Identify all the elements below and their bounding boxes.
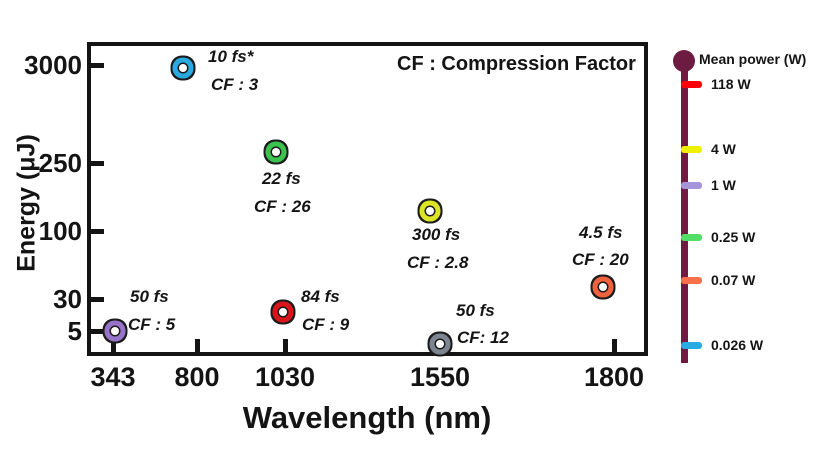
compression-factor-label-point-1030nm-b: CF : 9 [302,315,350,334]
pulse-duration-label-point-1550nm: 50 fs [456,301,495,320]
pulse-duration-label-point-1030nm-a: 22 fs [262,169,301,188]
y-tick-label: 3000 [24,50,82,80]
legend-label-4: 4 W [711,141,736,157]
legend-title: Mean power (W) [699,51,807,67]
x-axis-tick [612,339,617,352]
compression-factor-label-point-1550nm: CF: 12 [457,328,509,347]
data-point-marker-point-800nm [179,64,187,72]
y-axis-tick [91,229,104,234]
x-tick-label: 1030 [254,362,316,392]
x-tick-label: 800 [174,362,220,392]
legend-ball-icon [673,50,695,72]
data-point-marker-point-1030nm-a [272,148,280,156]
y-axis-tick [91,63,104,68]
compression-factor-label-point-343nm: CF : 5 [128,315,176,334]
legend-axis-line [681,61,688,363]
data-point-marker-point-1500nm [426,207,434,215]
legend-label-0.026: 0.026 W [711,337,764,353]
y-tick-label: 100 [38,216,82,246]
pulse-duration-label-point-1500nm: 300 fs [412,225,461,244]
y-axis-title: Energy (μJ) [12,134,41,272]
pulse-duration-label-point-1030nm-b: 84 fs [301,287,340,306]
y-tick-label: 5 [67,316,82,346]
pulse-duration-label-point-800nm: 10 fs* [208,47,254,66]
x-tick-label: 343 [90,362,136,392]
legend-label-0.25: 0.25 W [711,229,756,245]
x-axis-tick [111,339,116,352]
pulse-duration-label-point-343nm: 50 fs [130,287,169,306]
x-axis-title: Wavelength (nm) [242,400,492,435]
y-tick-label: 250 [38,148,82,178]
x-tick-label: 1550 [409,362,471,392]
data-point-marker-point-343nm [111,327,119,335]
pulse-duration-label-point-1800nm: 4.5 fs [579,223,623,242]
compression-factor-label-point-1500nm: CF : 2.8 [407,253,469,272]
legend-tick-118 [681,80,702,88]
plot-area [87,42,648,356]
legend-tick-1 [681,181,702,189]
x-axis-tick [283,339,288,352]
data-point-marker-point-1030nm-b [279,308,287,316]
compression-factor-label-point-800nm: CF : 3 [211,75,259,94]
legend-tick-4 [681,145,702,153]
chart-annotation: CF : Compression Factor [397,53,636,75]
data-point-marker-point-1800nm [599,283,607,291]
data-point-marker-point-1550nm [436,340,444,348]
legend-label-1: 1 W [711,177,736,193]
compression-factor-label-point-1030nm-a: CF : 26 [254,197,311,216]
legend-tick-0.026 [681,341,702,349]
y-axis-tick [91,297,104,302]
y-axis-tick [91,329,104,334]
compression-factor-label-point-1800nm: CF : 20 [572,250,629,269]
y-axis-tick [91,161,104,166]
x-axis-tick [195,339,200,352]
legend-label-0.07: 0.07 W [711,272,756,288]
legend-tick-0.25 [681,233,702,241]
y-tick-label: 30 [53,284,82,314]
legend-label-118: 118 W [711,76,751,92]
legend-tick-0.07 [681,276,702,284]
x-tick-label: 1800 [583,362,645,392]
